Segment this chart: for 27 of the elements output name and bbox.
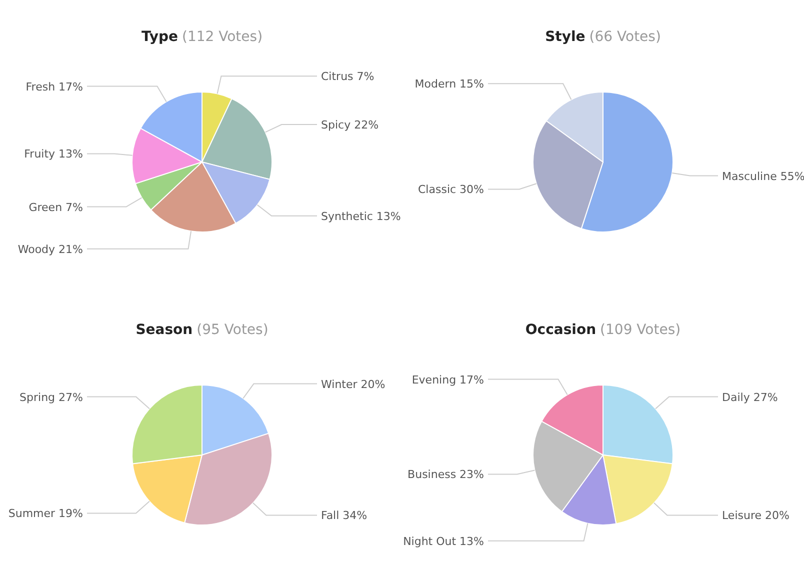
slice-label: Woody 21% [18, 242, 83, 256]
slice-label: Citrus 7% [321, 70, 374, 84]
slice-label: Fall 34% [321, 509, 368, 522]
chart-title: Occasion [525, 322, 596, 338]
slice-label: Summer 19% [8, 507, 83, 520]
chart-subtitle: (95 Votes) [196, 322, 268, 338]
slice-label: Fruity 13% [24, 148, 83, 161]
slice-label: Modern 15% [414, 78, 484, 91]
slice-label: Business 23% [408, 468, 484, 482]
slice-label: Winter 20% [321, 378, 386, 391]
slice-label: Synthetic 13% [321, 210, 401, 223]
chart-subtitle: (66 Votes) [589, 29, 661, 45]
slice-label: Fresh 17% [26, 80, 83, 94]
chart-subtitle: (112 Votes) [182, 29, 263, 45]
chart-title: Season [136, 322, 193, 338]
slice-label: Classic 30% [418, 183, 484, 196]
slice-label: Spring 27% [20, 390, 83, 404]
slice-label: Daily 27% [722, 390, 778, 404]
slice-label: Masculine 55% [722, 170, 804, 183]
slice-label: Spicy 22% [321, 118, 379, 132]
slice-label: Night Out 13% [403, 534, 484, 548]
slice-label: Evening 17% [412, 373, 484, 386]
slice-label: Green 7% [28, 200, 83, 214]
slice-label: Leisure 20% [722, 509, 790, 522]
chart-title: Style [545, 29, 586, 45]
chart-title: Type [141, 29, 178, 45]
chart-subtitle: (109 Votes) [600, 322, 681, 338]
